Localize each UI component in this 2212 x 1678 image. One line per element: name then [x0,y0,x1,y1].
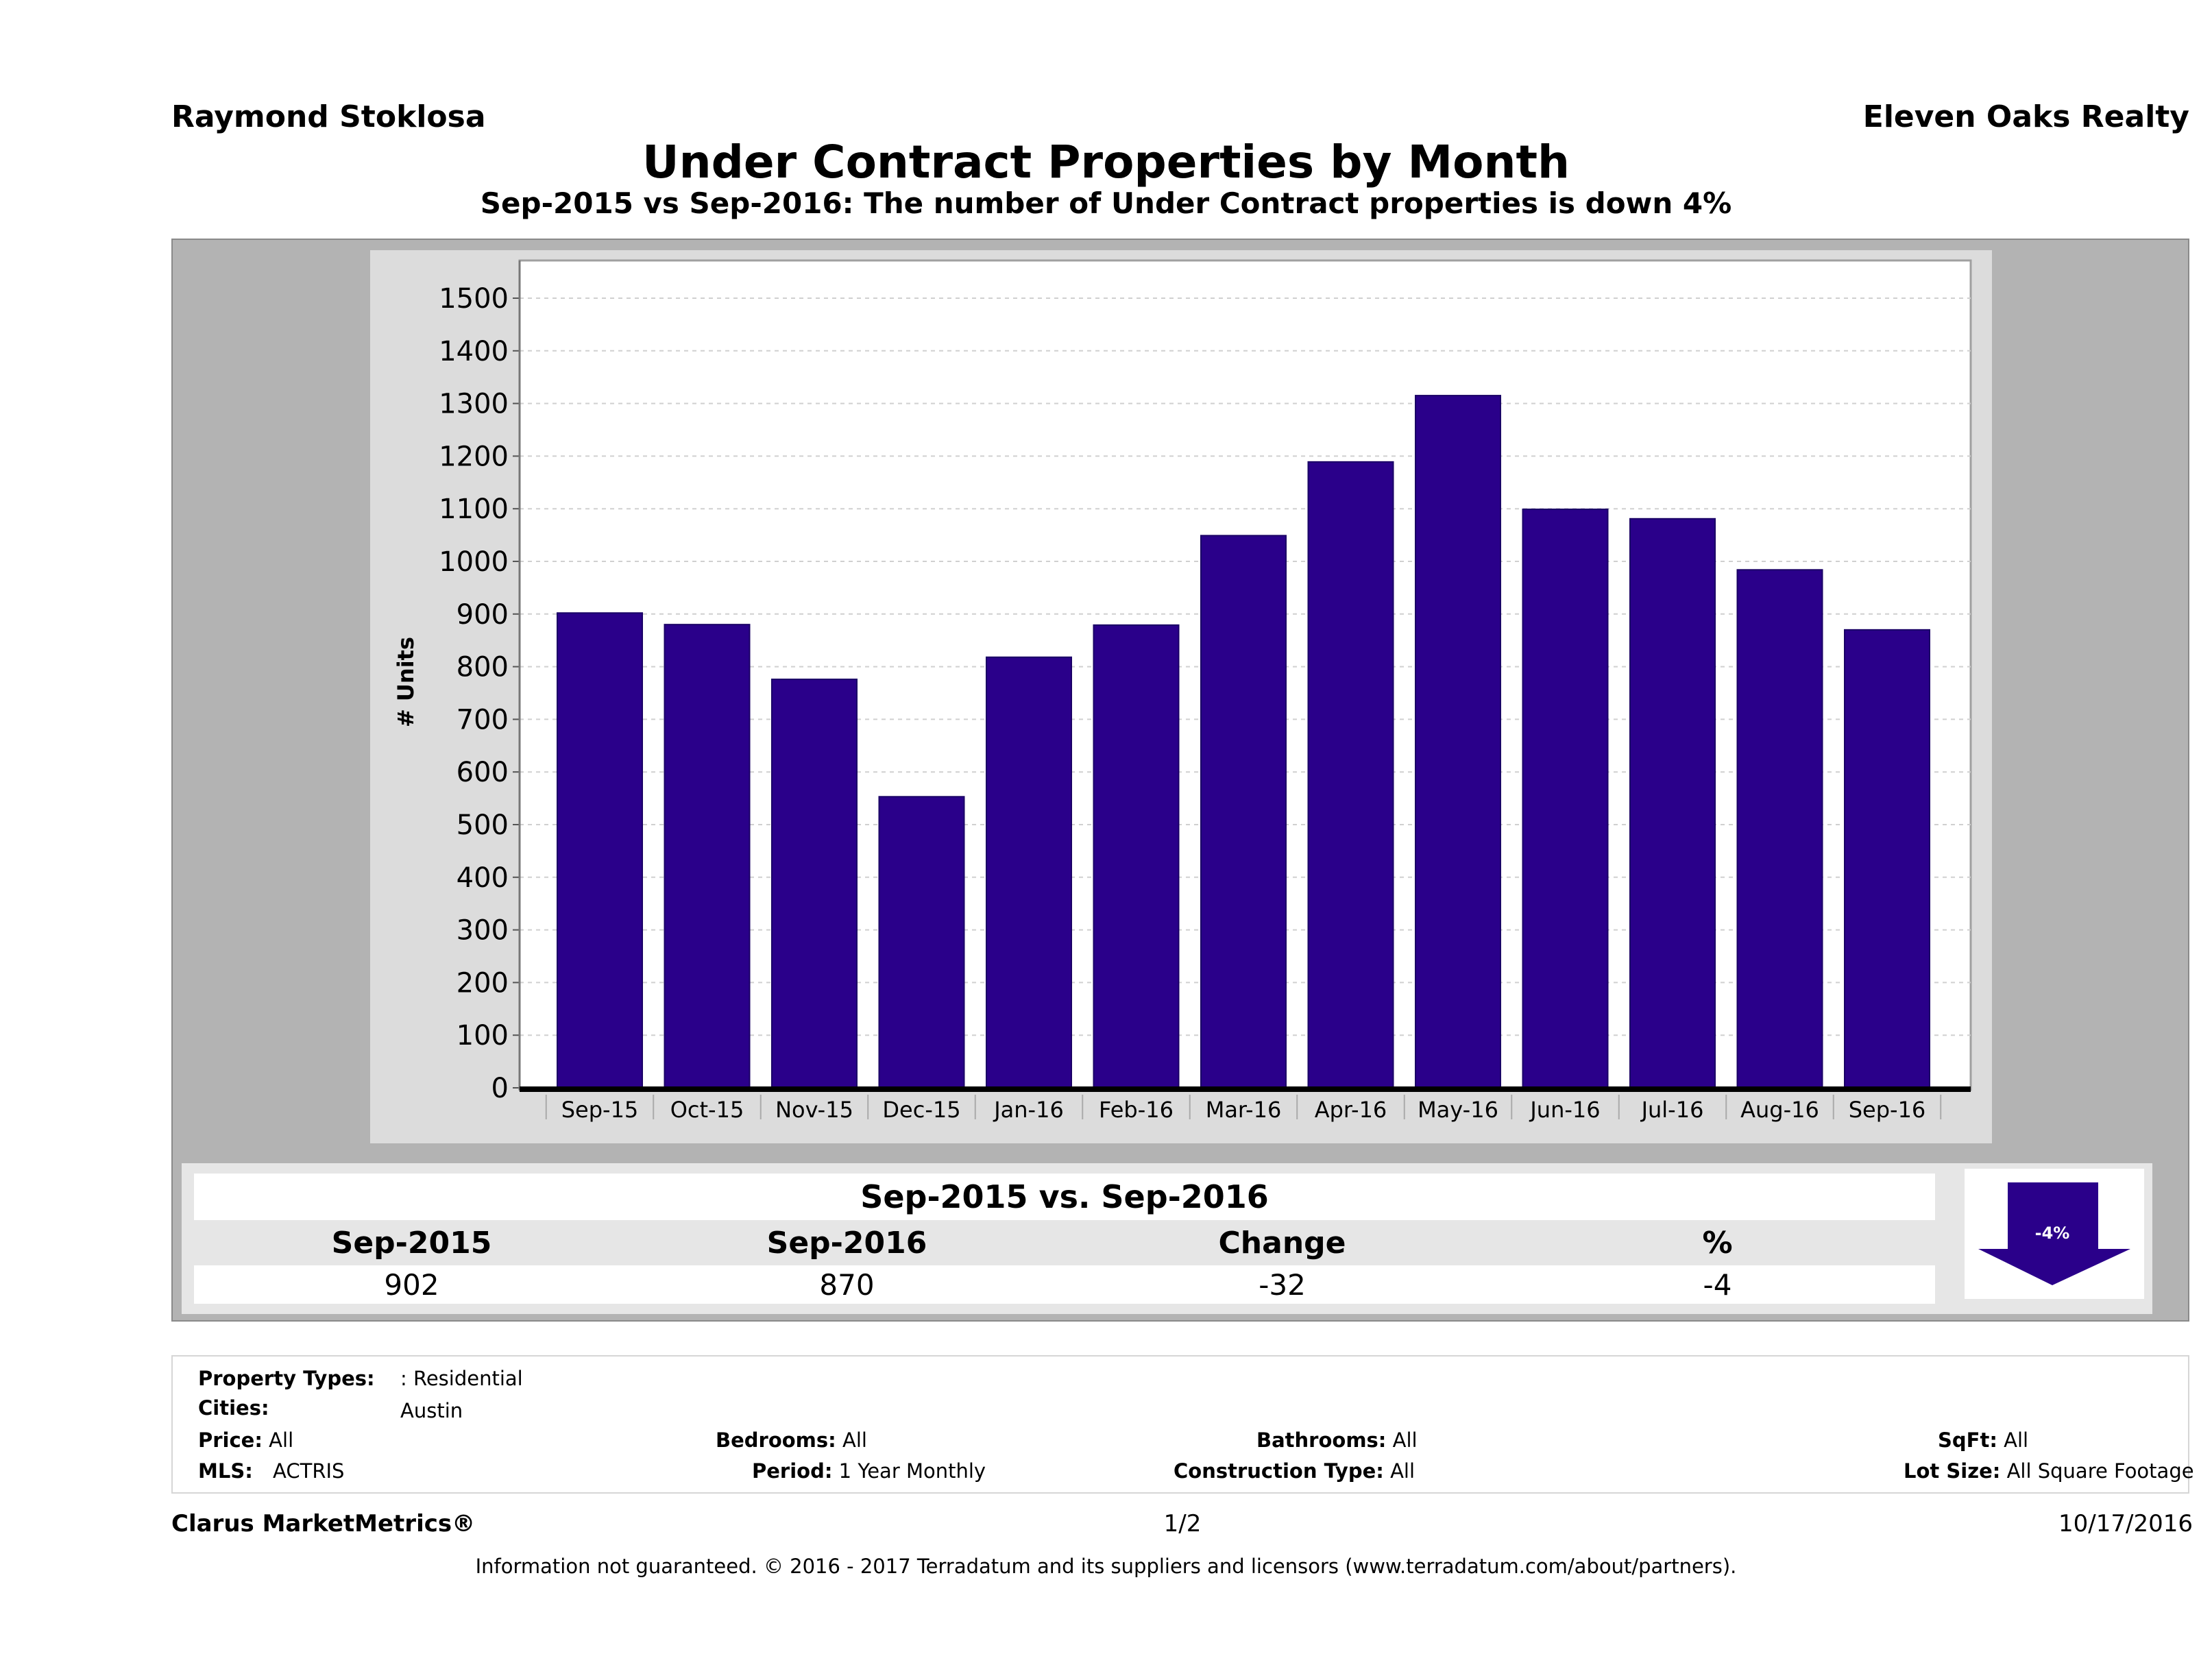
filter-price: Price: All [198,1428,294,1452]
x-tick-label: May-16 [1418,1097,1498,1123]
y-tick-label: 1400 [439,336,509,367]
gridlines [520,297,1971,1036]
report-date: 10/17/2016 [2058,1510,2193,1537]
page-number: 1/2 [1163,1510,1202,1537]
y-tick-label: 300 [457,915,509,947]
y-tick-label: 400 [457,862,509,894]
report-subtitle: Sep-2015 vs Sep-2016: The number of Unde… [480,186,1732,220]
x-tick-label: Aug-16 [1740,1097,1819,1123]
value-sep-2015: 902 [384,1267,439,1302]
y-tick-label: 1100 [439,494,509,525]
bar-jan-16 [986,656,1072,1089]
header-sep-2015: Sep-2015 [331,1225,492,1261]
x-tick-label: Jul-16 [1640,1097,1704,1123]
bar-dec-15 [878,796,965,1089]
y-axis-label: # Units [393,637,419,727]
y-tick-label: 700 [457,704,509,735]
brokerage-name: Eleven Oaks Realty [1862,99,2189,134]
bar-sep-16 [1844,629,1930,1089]
filter-period: Period: 1 Year Monthly [752,1459,986,1483]
x-tick-label: Mar-16 [1206,1097,1282,1123]
value-percent: -4 [1703,1267,1732,1302]
filter-bathrooms: Bathrooms: All [1256,1428,1418,1452]
agent-name: Raymond Stoklosa [171,99,486,134]
bar-mar-16 [1200,535,1287,1089]
product-name: Clarus MarketMetrics® [171,1510,476,1537]
filter-cities: Cities: Austin [198,1396,463,1422]
y-tick-label: 1200 [439,441,509,472]
filter-mls: MLS: ACTRIS [198,1459,345,1483]
x-tick-label: Oct-15 [670,1097,744,1123]
filter-property-types: Property Types: : Residential [198,1367,523,1390]
filter-bedrooms: Bedrooms: All [716,1428,867,1452]
header-sep-2016: Sep-2016 [766,1225,927,1261]
value-change: -32 [1259,1267,1306,1302]
y-axis-ticks: 0 100 200 300 400 500 600 700 800 900 1000 1100 1200… [439,283,520,1104]
disclaimer: Information not guaranteed. © 2016 - 201… [475,1555,1737,1578]
y-tick-label: 1300 [439,389,509,420]
bar-feb-16 [1093,624,1180,1089]
filter-construction-type: Construction Type: All [1174,1459,1415,1483]
y-tick-label: 900 [457,599,509,631]
change-badge-label: -4% [2035,1224,2070,1243]
comparison-header-row: Sep-2015 Sep-2016 Change % [194,1221,1935,1264]
x-tick-label: Sep-16 [1849,1097,1926,1123]
header-change: Change [1218,1225,1346,1261]
bar-jun-16 [1522,508,1609,1089]
header-percent: % [1702,1225,1733,1261]
report-title: Under Contract Properties by Month [642,136,1570,189]
x-tick-label: Sep-15 [561,1097,639,1123]
y-tick-label: 0 [491,1073,509,1104]
bar-apr-16 [1307,461,1394,1089]
bar-chart: 0 100 200 300 400 500 600 700 800 900 1000 1100 1200… [393,259,1972,1123]
bar-sep-15 [557,612,643,1089]
bar-aug-16 [1736,569,1823,1089]
bar-jul-16 [1629,518,1716,1089]
y-tick-label: 200 [457,967,509,999]
y-tick-label: 1000 [439,546,509,578]
y-tick-label: 800 [457,652,509,683]
x-tick-label: Jan-16 [993,1097,1064,1123]
x-tick-label: Nov-15 [775,1097,853,1123]
down-arrow-icon [1978,1182,2130,1285]
change-badge: -4% [1965,1169,2144,1299]
value-sep-2016: 870 [819,1267,875,1302]
comparison-values-row: 902 870 -32 -4 [194,1265,1935,1304]
x-tick-label: Jun-16 [1529,1097,1600,1123]
y-tick-label: 100 [457,1020,509,1051]
bar-may-16 [1415,395,1501,1089]
comparison-title: Sep-2015 vs. Sep-2016 [194,1174,1935,1220]
x-tick-label: Dec-15 [882,1097,960,1123]
x-axis-ticks: Sep-15 Oct-15 Nov-15 Dec-15 Jan-16 Feb-16 Mar-… [545,1095,1942,1123]
y-tick-label: 1500 [439,283,509,315]
bar-oct-15 [664,624,751,1089]
filters-panel: Property Types: : Residential Cities: Au… [171,1355,2194,1494]
y-tick-label: 600 [457,757,509,788]
bars [557,395,1930,1089]
filter-sqft: SqFt: All [1938,1428,2029,1452]
x-tick-label: Feb-16 [1099,1097,1174,1123]
y-tick-label: 500 [457,810,509,841]
bar-nov-15 [771,679,858,1089]
filter-lot-size: Lot Size: All Square Footage [1904,1459,2194,1483]
x-tick-label: Apr-16 [1315,1097,1387,1123]
